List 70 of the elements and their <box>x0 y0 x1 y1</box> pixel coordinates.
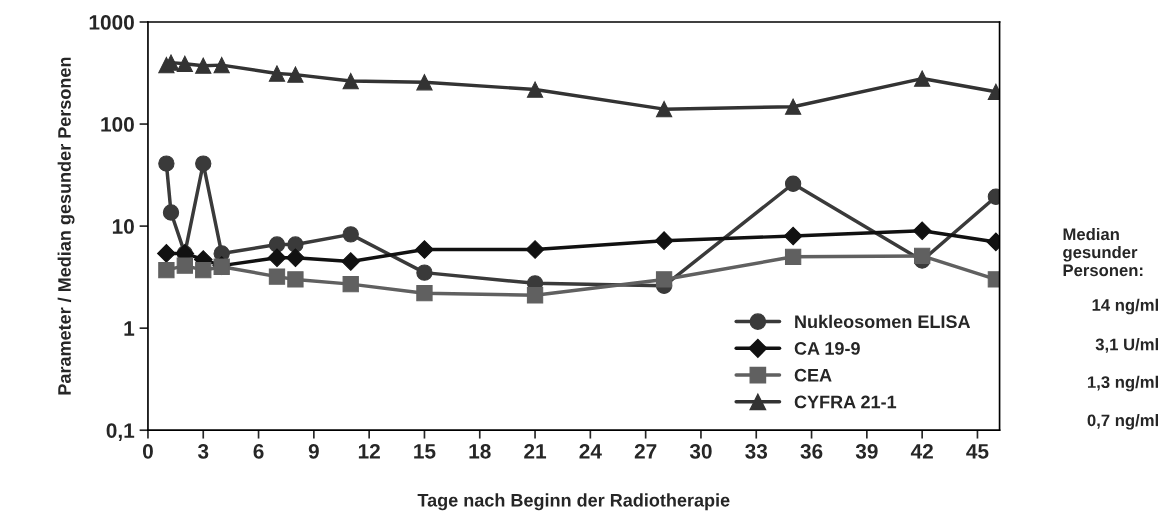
x-tick-label: 15 <box>414 444 436 459</box>
point <box>416 285 433 302</box>
point <box>268 268 286 285</box>
point <box>162 204 180 221</box>
point <box>195 57 212 74</box>
point <box>415 240 434 259</box>
y-tick-label: 10 <box>112 219 134 234</box>
point <box>526 287 544 304</box>
point <box>654 231 674 251</box>
point <box>287 271 304 288</box>
point <box>268 236 286 253</box>
y-tick-label: 1 <box>124 321 135 336</box>
text: Median gesunder Personen: <box>1063 227 1143 277</box>
x-tick-label: 9 <box>308 443 319 459</box>
x-tick-label: 0 <box>142 443 153 459</box>
point <box>784 248 802 265</box>
point <box>784 175 802 192</box>
y-tick-label: 1000 <box>89 15 134 30</box>
x-tick-label: 6 <box>253 443 264 459</box>
point <box>416 74 433 91</box>
x-tick-label: 24 <box>579 443 602 459</box>
x-tick-label: 39 <box>855 443 878 459</box>
point <box>176 55 193 73</box>
x-tick-label: 27 <box>634 443 657 459</box>
legend-label: CEA <box>794 368 832 382</box>
point <box>416 264 433 281</box>
x-tick-label: 42 <box>910 443 933 459</box>
point <box>912 221 932 241</box>
point <box>268 65 286 82</box>
x-tick-label: 3 <box>197 443 209 459</box>
legend-label: CA 19-9 <box>794 342 860 355</box>
point <box>176 257 193 274</box>
point <box>655 271 673 288</box>
point <box>157 244 176 263</box>
text: 14 ng/ml <box>1092 298 1158 315</box>
y-tick-label: 100 <box>101 117 134 132</box>
point <box>342 226 359 243</box>
point <box>783 226 803 246</box>
point <box>195 262 212 279</box>
text: 3,1 U/ml <box>1095 338 1158 353</box>
point <box>655 100 673 118</box>
point <box>525 240 545 259</box>
legend-label: Nukleosomen ELISA <box>795 314 971 329</box>
point <box>784 98 802 115</box>
x-tick-label: 21 <box>524 443 547 459</box>
legend-label: CYFRA 21-1 <box>794 395 897 409</box>
point <box>158 262 175 279</box>
point <box>195 155 212 172</box>
x-tick-label: 12 <box>358 443 380 459</box>
point <box>526 81 544 98</box>
x-tick-label: 45 <box>966 444 989 459</box>
x-tick-label: 33 <box>745 443 768 459</box>
point <box>286 248 305 268</box>
point <box>341 252 361 271</box>
point <box>287 66 304 83</box>
x-tick-label: 30 <box>689 443 712 459</box>
point <box>158 155 175 172</box>
x-tick-label: 36 <box>800 443 823 459</box>
text: 1,3 ng/ml <box>1087 375 1158 392</box>
y-tick-label: 0,1 <box>106 423 135 441</box>
point <box>913 247 931 265</box>
point <box>213 56 230 74</box>
x-axis-title: Tage nach Beginn der Radiotherapie <box>417 493 730 511</box>
point <box>342 72 359 90</box>
text: 0,7 ng/ml <box>1087 414 1158 430</box>
point <box>267 248 287 268</box>
point <box>913 70 931 87</box>
point <box>342 275 359 293</box>
y-axis-title: Parameter / Median gesunder Personen <box>57 57 75 395</box>
x-tick-label: 18 <box>469 443 491 459</box>
